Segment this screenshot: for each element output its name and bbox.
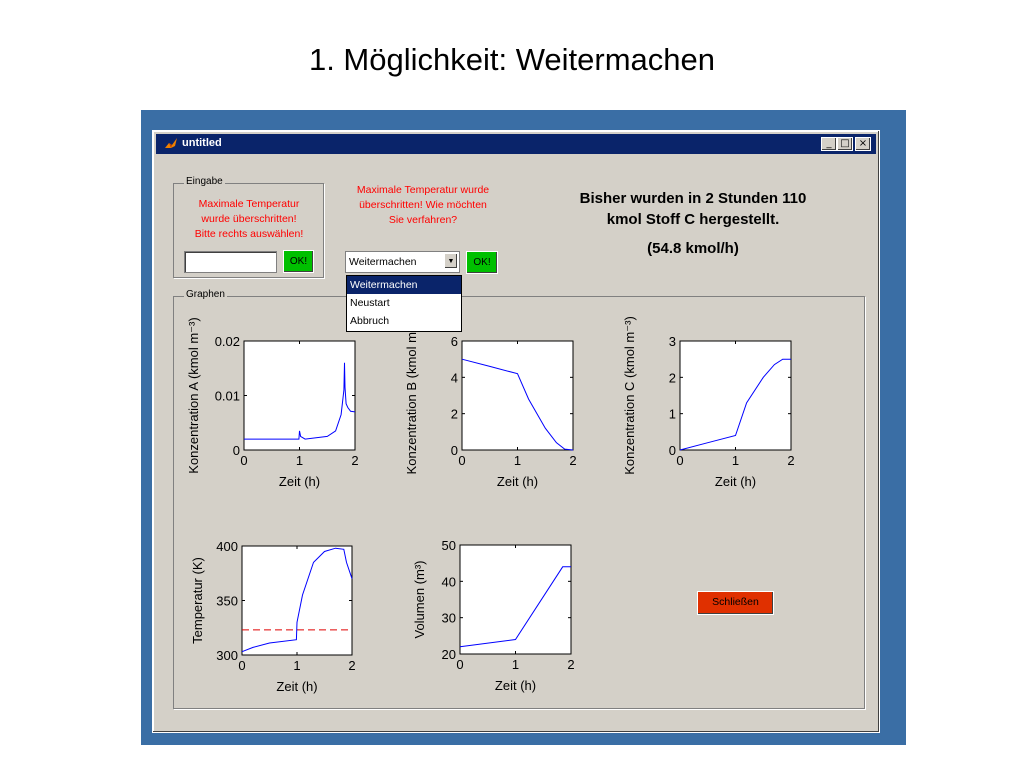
y-tick-label: 1 bbox=[669, 407, 676, 422]
minimize-button[interactable]: _ bbox=[821, 137, 837, 151]
prompt-ok-button[interactable]: OK! bbox=[466, 251, 498, 274]
maximize-icon: □ bbox=[840, 138, 850, 149]
close-icon: × bbox=[858, 138, 868, 149]
eingabe-group: Eingabe bbox=[173, 176, 324, 278]
action-select-value: Weitermachen bbox=[349, 256, 417, 268]
prompt-message-line: überschritten! Wie möchten bbox=[359, 199, 487, 211]
x-tick-label: 1 bbox=[514, 453, 521, 468]
x-tick-label: 2 bbox=[567, 657, 574, 672]
graphen-group-label: Graphen bbox=[184, 289, 227, 300]
production-info-line: Bisher wurden in 2 Stunden 110 bbox=[579, 190, 807, 207]
plot-area bbox=[679, 340, 792, 451]
eingabe-message-line: Maximale Temperatur bbox=[198, 198, 300, 210]
y-axis-label: Volumen (m³) bbox=[412, 560, 427, 638]
window-titlebar[interactable]: untitled _ □ × bbox=[156, 134, 876, 154]
window-title: untitled bbox=[182, 137, 222, 149]
y-tick-label: 0 bbox=[451, 443, 458, 458]
schliessen-button[interactable]: Schließen bbox=[697, 591, 774, 615]
y-tick-label: 30 bbox=[442, 611, 456, 626]
x-axis-label: Zeit (h) bbox=[276, 679, 317, 694]
x-axis-label: Zeit (h) bbox=[495, 678, 536, 693]
y-tick-label: 20 bbox=[442, 647, 456, 662]
minimize-icon: _ bbox=[826, 138, 832, 149]
eingabe-group-label: Eingabe bbox=[184, 176, 225, 187]
eingabe-message-line: wurde überschritten! bbox=[201, 213, 297, 225]
dropdown-option-abbruch[interactable]: Abbruch bbox=[350, 315, 390, 327]
series-line bbox=[244, 362, 356, 440]
x-tick-label: 0 bbox=[458, 453, 465, 468]
eingabe-message-line: Bitte rechts auswählen! bbox=[194, 228, 304, 240]
y-tick-label: 0 bbox=[233, 443, 240, 458]
dropdown-option-neustart[interactable]: Neustart bbox=[350, 297, 390, 309]
y-tick-label: 4 bbox=[451, 370, 458, 385]
series-line bbox=[679, 358, 791, 451]
x-axis-label: Zeit (h) bbox=[497, 474, 538, 489]
eingabe-message: Maximale Temperatur wurde überschritten!… bbox=[175, 197, 323, 242]
x-tick-label: 1 bbox=[512, 657, 519, 672]
production-rate: (54.8 kmol/h) bbox=[647, 240, 739, 257]
action-dropdown-list: Weitermachen Neustart Abbruch bbox=[346, 275, 462, 332]
prompt-message-line: Maximale Temperatur wurde bbox=[356, 184, 490, 196]
x-tick-label: 2 bbox=[787, 453, 794, 468]
y-tick-label: 0 bbox=[669, 443, 676, 458]
eingabe-ok-button[interactable]: OK! bbox=[283, 250, 314, 273]
x-tick-label: 0 bbox=[240, 453, 247, 468]
y-tick-label: 40 bbox=[442, 574, 456, 589]
x-axis-label: Zeit (h) bbox=[715, 474, 756, 489]
y-tick-label: 300 bbox=[216, 648, 238, 663]
x-tick-label: 2 bbox=[348, 658, 355, 673]
x-tick-label: 0 bbox=[676, 453, 683, 468]
y-axis-label: Konzentration C (kmol m⁻³) bbox=[622, 316, 637, 475]
y-tick-label: 2 bbox=[669, 370, 676, 385]
x-tick-label: 1 bbox=[296, 453, 303, 468]
y-tick-label: 0.02 bbox=[215, 334, 240, 349]
plot-area bbox=[241, 545, 353, 656]
action-select[interactable]: Weitermachen ▼ bbox=[345, 251, 460, 273]
eingabe-input[interactable] bbox=[184, 251, 277, 273]
y-axis-label: Konzentration B (kmol m⁻³) bbox=[404, 317, 419, 475]
plot-area bbox=[459, 544, 572, 655]
x-tick-label: 0 bbox=[456, 657, 463, 672]
plot-area bbox=[461, 340, 574, 451]
dropdown-option-weitermachen[interactable]: Weitermachen bbox=[347, 276, 461, 294]
x-axis-label: Zeit (h) bbox=[279, 474, 320, 489]
close-window-button[interactable]: × bbox=[855, 137, 871, 151]
y-tick-label: 2 bbox=[451, 407, 458, 422]
x-tick-label: 1 bbox=[732, 453, 739, 468]
prompt-message-line: Sie verfahren? bbox=[388, 214, 458, 226]
production-info: Bisher wurden in 2 Stunden 110 kmol Stof… bbox=[553, 188, 833, 230]
x-tick-label: 2 bbox=[569, 453, 576, 468]
series-line bbox=[241, 547, 353, 653]
x-tick-label: 0 bbox=[238, 658, 245, 673]
prompt-message: Maximale Temperatur wurde überschritten!… bbox=[335, 183, 511, 228]
y-tick-label: 50 bbox=[442, 538, 456, 553]
y-tick-label: 6 bbox=[451, 334, 458, 349]
matlab-logo-icon bbox=[165, 138, 177, 148]
chevron-down-icon[interactable]: ▼ bbox=[444, 253, 458, 269]
y-axis-label: Konzentration A (kmol m⁻³) bbox=[186, 317, 201, 473]
slide-title: 1. Möglichkeit: Weitermachen bbox=[308, 42, 716, 77]
y-tick-label: 400 bbox=[216, 539, 238, 554]
y-axis-label: Temperatur (K) bbox=[190, 557, 205, 644]
y-tick-label: 3 bbox=[669, 334, 676, 349]
maximize-button[interactable]: □ bbox=[837, 137, 853, 151]
series-line bbox=[461, 358, 574, 451]
graphen-group: Graphen bbox=[173, 289, 865, 709]
x-tick-label: 2 bbox=[351, 453, 358, 468]
production-info-line: kmol Stoff C hergestellt. bbox=[606, 211, 780, 228]
series-line bbox=[459, 566, 571, 648]
y-tick-label: 350 bbox=[216, 594, 238, 609]
y-tick-label: 0.01 bbox=[215, 389, 240, 404]
x-tick-label: 1 bbox=[293, 658, 300, 673]
